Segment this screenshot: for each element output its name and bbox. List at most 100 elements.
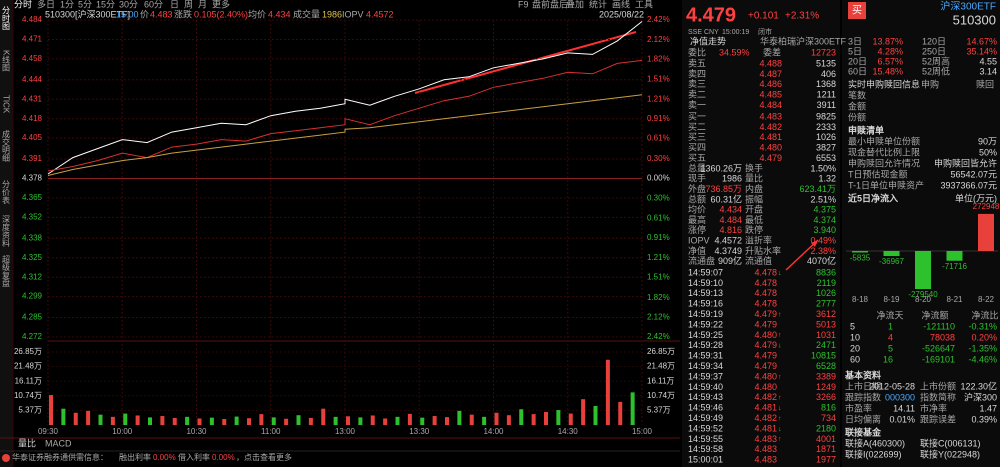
bottom-tab[interactable]: 量比 bbox=[18, 437, 36, 448]
y-tick-label: 4.352 bbox=[22, 212, 43, 221]
y-tick-label: 26.85万 bbox=[647, 347, 675, 356]
return-label: 3日 bbox=[848, 36, 862, 46]
tick-price: 4.480 bbox=[754, 330, 777, 340]
tick-price: 4.478 bbox=[754, 267, 777, 277]
data-label: -36967 bbox=[879, 257, 904, 266]
book-label: 买二 bbox=[688, 122, 706, 132]
tick-time: 14:59:19 bbox=[688, 309, 723, 319]
buy-label[interactable]: 买 bbox=[852, 5, 862, 17]
volume-bar bbox=[222, 419, 227, 425]
stat-value: 4.375 bbox=[813, 205, 836, 215]
tick-arrow: ↑ bbox=[778, 395, 782, 402]
quote-panel bbox=[682, 0, 840, 467]
feeder-link[interactable]: 联接Y(022948) bbox=[920, 448, 980, 459]
row-label: 跟踪误差 bbox=[920, 413, 956, 424]
chart-subtitle: 单位(万元) bbox=[955, 192, 997, 203]
volume-bar bbox=[284, 418, 289, 425]
y-tick-label: 5.37万 bbox=[18, 406, 42, 415]
return-value: 14.67% bbox=[966, 36, 997, 46]
feeder-link[interactable]: 联接A(460300) bbox=[845, 437, 905, 448]
tick-price: 4.482 bbox=[754, 413, 777, 423]
stat-label: 流通盘 bbox=[688, 255, 715, 266]
tick-volume: 4001 bbox=[816, 434, 836, 444]
period-tab[interactable]: 月 bbox=[198, 0, 207, 9]
period-tab[interactable]: 5分 bbox=[78, 0, 92, 9]
tab[interactable]: 华泰柏瑞沪深300ETF bbox=[760, 35, 847, 46]
volume-bar bbox=[185, 416, 190, 425]
period-tab[interactable]: 日 bbox=[170, 0, 179, 9]
stat-label: 内盘 bbox=[745, 183, 763, 194]
sidebar-tab[interactable]: 超级复盘 bbox=[2, 254, 11, 287]
column-head: 净流比 bbox=[971, 309, 998, 320]
column-head: 赎回 bbox=[976, 78, 994, 89]
volume-bar bbox=[110, 416, 115, 425]
tick-volume: 1871 bbox=[816, 444, 836, 454]
period-tab[interactable]: 周 bbox=[184, 0, 193, 9]
tool-button[interactable]: 叠加 bbox=[566, 0, 584, 9]
volume-bar bbox=[445, 417, 449, 425]
row-label: 市盈率 bbox=[845, 402, 872, 413]
sidebar-tab[interactable]: 分价表 bbox=[2, 180, 11, 205]
period-tab[interactable]: 60分 bbox=[144, 0, 163, 9]
tool-button[interactable]: 工具 bbox=[635, 0, 653, 9]
y2-tick-label: 1.82% bbox=[647, 293, 670, 302]
header-label: 价 bbox=[140, 9, 149, 19]
period-tab[interactable]: 分时 bbox=[14, 0, 32, 9]
sidebar-tab[interactable]: 分时图 bbox=[2, 6, 11, 31]
volume-bar bbox=[172, 417, 177, 425]
period-tab[interactable]: 15分 bbox=[96, 0, 115, 9]
tool-button[interactable]: 画线 bbox=[612, 0, 630, 9]
bottom-tab[interactable]: MACD bbox=[45, 438, 72, 448]
period-tab[interactable]: 1分 bbox=[60, 0, 74, 9]
y2-tick-label: 2.12% bbox=[647, 35, 670, 44]
tool-button[interactable]: 统计 bbox=[589, 0, 607, 9]
book-volume: 406 bbox=[821, 69, 836, 79]
tool-button[interactable]: F9 bbox=[518, 0, 529, 9]
buy-button[interactable] bbox=[848, 2, 866, 19]
return-label: 52周低 bbox=[922, 65, 950, 76]
book-label: 卖一 bbox=[688, 100, 706, 110]
volume-bar bbox=[234, 416, 239, 425]
volume-bar bbox=[420, 417, 425, 425]
sidebar-tab[interactable]: TICK bbox=[2, 95, 11, 114]
stat-label: 换手 bbox=[745, 162, 763, 173]
tick-volume: 2471 bbox=[816, 340, 836, 350]
volume-bar bbox=[469, 414, 474, 425]
tab[interactable]: 净值走势 bbox=[690, 35, 726, 46]
row-label: 日均偏离 bbox=[845, 413, 881, 424]
sidebar-tab[interactable]: K线图 bbox=[2, 50, 11, 72]
stat-label: 净值 bbox=[688, 245, 706, 256]
period-tab[interactable]: 多日 bbox=[37, 0, 55, 9]
row-value: 000300 bbox=[885, 392, 915, 402]
period-tab[interactable]: 更多 bbox=[212, 0, 230, 9]
tick-price: 4.481 bbox=[754, 423, 777, 433]
flow-ratio: -1.35% bbox=[968, 343, 997, 353]
row-label: 最小申赎单位份额 bbox=[848, 135, 920, 146]
y2-tick-label: 0.00% bbox=[647, 174, 670, 183]
sidebar-tab[interactable]: 深度资料 bbox=[2, 215, 11, 248]
fund-name: 沪深300ETF bbox=[940, 0, 996, 13]
tick-time: 14:59:22 bbox=[688, 319, 723, 329]
book-label: 买一 bbox=[688, 111, 706, 121]
row-value: 56542.07元 bbox=[950, 169, 997, 179]
feeder-link[interactable]: 联接C(006131) bbox=[920, 437, 981, 448]
book-price: 4.481 bbox=[759, 132, 782, 142]
y-tick-label: 10.74万 bbox=[647, 391, 675, 400]
return-value: 4.55 bbox=[979, 56, 997, 66]
book-price: 4.485 bbox=[759, 90, 782, 100]
stat-value: 1986 bbox=[722, 174, 742, 184]
row-value: 0.01% bbox=[889, 414, 915, 424]
row-label: 金额 bbox=[848, 100, 866, 111]
book-volume: 2333 bbox=[816, 122, 836, 132]
tick-volume: 3389 bbox=[816, 371, 836, 381]
period-tab[interactable]: 30分 bbox=[119, 0, 138, 9]
feeder-link[interactable]: 联接I(022699) bbox=[845, 448, 902, 459]
row-value: 14.11 bbox=[893, 403, 915, 413]
flow-days: 16 bbox=[883, 354, 893, 364]
y2-tick-label: 1.51% bbox=[647, 75, 670, 84]
tool-button[interactable]: 盘前盘后 bbox=[532, 0, 568, 9]
value: 34.59% bbox=[719, 47, 750, 57]
sidebar-tab[interactable]: 成交明细 bbox=[2, 129, 11, 163]
volume-bar bbox=[148, 417, 152, 425]
tick-volume: 8836 bbox=[816, 267, 836, 277]
